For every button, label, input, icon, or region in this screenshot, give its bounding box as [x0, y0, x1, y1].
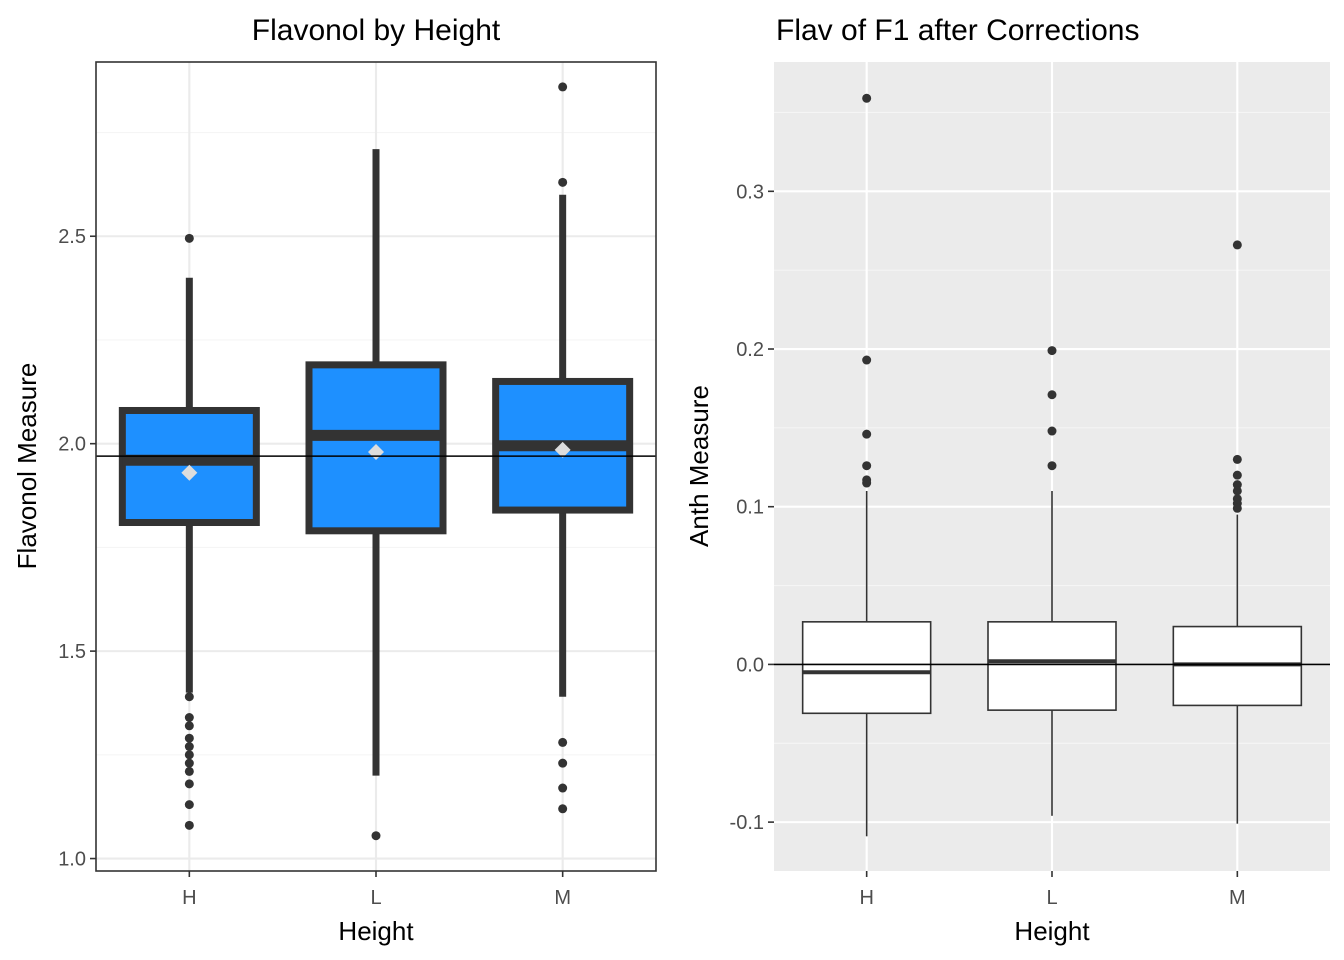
chart-title: Flavonol by Height [252, 14, 501, 47]
x-axis-title: Height [1014, 916, 1090, 946]
y-tick-label: 0.2 [736, 339, 764, 361]
box-l [305, 149, 447, 841]
box-m [492, 82, 634, 814]
outlier-point [1232, 470, 1242, 480]
y-tick-label: 0.0 [736, 654, 764, 676]
outlier-point [184, 742, 194, 752]
outlier-point [184, 733, 194, 743]
panel-border [95, 61, 657, 872]
x-tick-label: M [1229, 887, 1246, 909]
outlier-point [862, 461, 872, 471]
plot-area: -0.1 0.0 0.1 0.2 0.3 H L M [730, 62, 1330, 909]
outlier-point [184, 758, 194, 768]
outlier-point [558, 783, 568, 793]
outlier-point [1047, 426, 1057, 436]
mean-marker [181, 464, 198, 481]
x-tick-label: M [554, 887, 571, 909]
outlier-point [1047, 346, 1057, 356]
outlier-point [862, 478, 872, 488]
x-tick-label: L [370, 887, 381, 909]
outlier-point [184, 233, 194, 243]
box-h [801, 93, 932, 837]
outlier-point [184, 721, 194, 731]
outlier-point [558, 737, 568, 747]
outlier-point [558, 804, 568, 814]
outlier-point [184, 820, 194, 830]
outlier-point [1232, 503, 1242, 513]
plot-area: 1.0 1.5 2.0 2.5 H L M [58, 61, 657, 909]
x-tick-label: L [1046, 887, 1057, 909]
flavonol-panel: 1.0 1.5 2.0 2.5 H L M Flavonol by Height Heigh… [12, 14, 657, 946]
box-l [987, 346, 1117, 816]
corrections-panel: -0.1 0.0 0.1 0.2 0.3 H L M Flav of F1 after Cor… [684, 14, 1330, 946]
outlier-point [371, 831, 381, 841]
outlier-point [184, 766, 194, 776]
outlier-point [184, 712, 194, 722]
box-body [801, 621, 932, 715]
outlier-point [1232, 240, 1242, 250]
y-tick-label: 1.0 [58, 849, 86, 871]
y-tick-label: 1.5 [58, 641, 86, 663]
y-tick-label: -0.1 [730, 812, 764, 834]
outlier-point [558, 82, 568, 92]
box-h [118, 233, 260, 830]
box-body [987, 621, 1117, 711]
y-axis-title: Flavonol Measure [12, 363, 42, 570]
outlier-point [1047, 390, 1057, 400]
outlier-point [862, 429, 872, 439]
chart-title: Flav of F1 after Corrections [776, 14, 1139, 47]
outlier-point [184, 750, 194, 760]
outlier-point [184, 800, 194, 810]
x-tick-label: H [859, 887, 873, 909]
y-tick-label: 2.5 [58, 226, 86, 248]
outlier-point [1232, 486, 1242, 496]
outlier-point [1232, 454, 1242, 464]
outlier-point [558, 758, 568, 768]
outlier-point [1047, 461, 1057, 471]
outlier-point [184, 779, 194, 789]
outlier-point [862, 93, 872, 103]
y-axis-title: Anth Measure [684, 385, 714, 547]
y-tick-label: 0.1 [736, 497, 764, 519]
x-axis-title: Height [338, 916, 414, 946]
outlier-point [862, 355, 872, 365]
outlier-point [1232, 480, 1242, 490]
x-tick-label: H [182, 887, 196, 909]
y-tick-label: 0.3 [736, 181, 764, 203]
y-tick-label: 2.0 [58, 434, 86, 456]
outlier-point [558, 177, 568, 187]
mean-marker [554, 441, 571, 458]
outlier-point [184, 692, 194, 702]
